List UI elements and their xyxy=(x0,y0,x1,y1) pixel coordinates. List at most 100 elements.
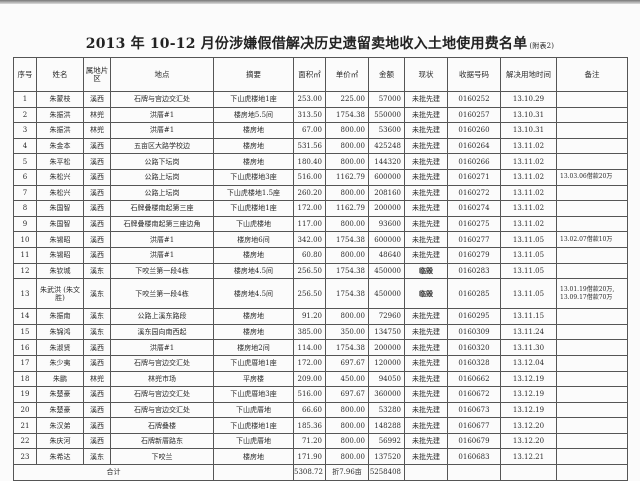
cell-receipt: 0160275 xyxy=(447,215,501,233)
cell-date: 13.12.19 xyxy=(500,370,557,388)
cell-status: 未批先建 xyxy=(404,354,448,372)
cell-status: 临毁 xyxy=(404,278,448,310)
cell-receipt: 0160662 xyxy=(447,370,501,388)
cell-name: 朱松兴 xyxy=(36,168,84,186)
cell-name: 朱钦城 xyxy=(36,262,84,280)
cell-amount: 550000 xyxy=(368,106,405,124)
cell-amount: 93600 xyxy=(368,215,405,233)
fee-table: 序号 姓名 属地片区 地点 摘要 面积㎡ 单价㎡ 金额 现状 收据号码 解决用地时间 备注 1 朱蒙枝溪… xyxy=(13,57,628,481)
cell-summary: 楼房地 xyxy=(213,137,294,155)
cell-area: 溪西 xyxy=(83,215,111,233)
cell-size: 256.50 xyxy=(293,262,326,280)
cell-size: 114.00 xyxy=(293,339,326,356)
cell-summary: 下山虎厝地 xyxy=(213,432,294,450)
cell-price: 800.00 xyxy=(325,153,369,170)
cell-area: 溪西 xyxy=(83,246,111,264)
cell-area: 溪西 xyxy=(83,137,111,155)
cell-date: 13.12.04 xyxy=(500,354,557,372)
total-empty-cell xyxy=(447,464,501,481)
cell-status: 未批先建 xyxy=(404,200,448,217)
table-row: 12 朱钦城 溪东 下咬兰第一段4栋 楼房地4.5间 256.50 1754.38 45000… xyxy=(13,262,628,280)
table-row: 11 朱锡昭 溪西 洪厝#1 楼房地 60.80 800.00 48640 未批先建 016027… xyxy=(13,246,628,264)
cell-no: 22 xyxy=(13,432,37,450)
cell-summary: 楼房地4.5间 xyxy=(213,262,294,280)
cell-summary: 下山虎楼地 xyxy=(213,215,294,233)
cell-receipt: 0160679 xyxy=(447,432,501,450)
cell-name: 朱平松 xyxy=(36,153,84,170)
cell-no: 5 xyxy=(13,153,37,170)
cell-price: 450.00 xyxy=(325,370,369,388)
cell-date: 13.11.02 xyxy=(500,200,557,217)
cell-price: 800.00 xyxy=(325,401,369,419)
table-row: 7 朱松兴 溪西 公路上坛岗 下山虎楼地1.5座 260.20 800.00 208160 未批… xyxy=(13,184,628,202)
cell-size: 66.60 xyxy=(293,401,326,419)
cell-place: 公路下坛岗 xyxy=(110,153,214,170)
cell-place: 公路上溪东路段 xyxy=(110,308,214,325)
column-header: 备注 xyxy=(556,57,628,92)
cell-place: 石牌与宫边交汇处 xyxy=(110,91,214,108)
cell-receipt: 0160677 xyxy=(447,417,501,434)
cell-no: 21 xyxy=(13,417,37,434)
cell-price: 800.00 xyxy=(325,308,369,325)
cell-area: 溪西 xyxy=(83,417,111,434)
cell-no: 2 xyxy=(13,106,37,124)
cell-price: 697.67 xyxy=(325,386,369,403)
total-empty-cell xyxy=(500,464,557,481)
cell-size: 253.00 xyxy=(293,91,326,108)
cell-status: 临毁 xyxy=(404,262,448,280)
cell-no: 23 xyxy=(13,448,37,466)
cell-name: 朱蒙枝 xyxy=(36,91,84,108)
cell-remark xyxy=(556,401,628,419)
cell-name: 朱锦鸿 xyxy=(36,323,84,341)
cell-date: 13.11.02 xyxy=(500,153,557,170)
cell-size: 172.00 xyxy=(293,354,326,372)
cell-price: 1754.38 xyxy=(325,106,369,124)
column-header: 现状 xyxy=(404,57,448,92)
cell-remark xyxy=(556,246,628,264)
table-row: 15 朱锦鸿 溪东 溪东园向南西起 楼房地 385.00 350.00 134750 未批先建 0… xyxy=(13,323,628,341)
cell-area: 溪东 xyxy=(83,308,111,325)
cell-amount: 600000 xyxy=(368,231,405,248)
cell-amount: 120000 xyxy=(368,354,405,372)
cell-status: 未批先建 xyxy=(404,323,448,341)
cell-remark xyxy=(556,370,628,388)
cell-date: 13.12.20 xyxy=(500,432,557,450)
cell-summary: 楼房地4.5间 xyxy=(213,278,294,310)
cell-name: 朱武洪 (朱文胜) xyxy=(36,278,84,310)
cell-no: 10 xyxy=(13,231,37,248)
title-note: (附表2) xyxy=(529,42,555,50)
cell-area: 溪西 xyxy=(83,91,111,108)
cell-status: 未批先建 xyxy=(404,231,448,248)
cell-place: 洪厝#1 xyxy=(110,122,214,139)
table-row: 21 朱汉弟 溪西 石牌叠楼 下山虎楼地1座 185.36 800.00 148288 未批先建… xyxy=(13,417,628,434)
cell-no: 1 xyxy=(13,91,37,108)
cell-no: 16 xyxy=(13,339,37,356)
table-row: 18 朱鹏 林兜 林兜市场 平房楼 209.00 450.00 94050 未批先建 016066… xyxy=(13,370,628,388)
cell-name: 朱楚豪 xyxy=(36,386,84,403)
cell-size: 531.56 xyxy=(293,137,326,155)
cell-place: 下咬兰第一段4栋 xyxy=(110,262,214,280)
cell-no: 4 xyxy=(13,137,37,155)
cell-name: 朱振洪 xyxy=(36,122,84,139)
table-row: 4 朱金本 溪西 五亩区大路学校边 楼房地 531.56 800.00 425248 未批先建 0… xyxy=(13,137,628,155)
cell-date: 13.10.31 xyxy=(500,106,557,124)
cell-date: 13.12.20 xyxy=(500,417,557,434)
header-row: 序号 姓名 属地片区 地点 摘要 面积㎡ 单价㎡ 金额 现状 收据号码 解决用地时间 备注 xyxy=(13,57,628,92)
cell-receipt: 0160277 xyxy=(447,231,501,248)
cell-area: 溪西 xyxy=(83,184,111,202)
scan-edge xyxy=(0,0,640,4)
cell-status: 未批先建 xyxy=(404,91,448,108)
cell-place: 林兜市场 xyxy=(110,370,214,388)
cell-place: 石牌与宫边交汇处 xyxy=(110,401,214,419)
cell-area: 溪西 xyxy=(83,153,111,170)
cell-size: 516.00 xyxy=(293,386,326,403)
cell-price: 1754.38 xyxy=(325,231,369,248)
cell-remark xyxy=(556,215,628,233)
cell-area: 溪西 xyxy=(83,231,111,248)
cell-receipt: 0160271 xyxy=(447,168,501,186)
table-row: 1 朱蒙枝 溪西 石牌与宫边交汇处 下山虎楼地1座 253.00 225.00 57000 未批… xyxy=(13,91,628,108)
cell-date: 13.12.21 xyxy=(500,448,557,466)
cell-price: 800.00 xyxy=(325,215,369,233)
cell-status: 未批先建 xyxy=(404,417,448,434)
cell-price: 697.67 xyxy=(325,354,369,372)
